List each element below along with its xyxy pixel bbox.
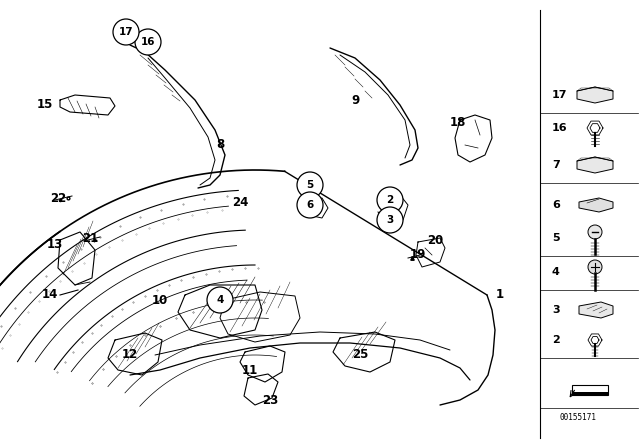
Text: 1: 1 (496, 289, 504, 302)
Text: 13: 13 (47, 238, 63, 251)
Polygon shape (579, 302, 613, 318)
Text: 10: 10 (152, 293, 168, 306)
Circle shape (377, 187, 403, 213)
Text: 21: 21 (82, 232, 98, 245)
Text: 16: 16 (141, 37, 156, 47)
Bar (572, 385, 608, 395)
Text: 15: 15 (37, 99, 53, 112)
Polygon shape (577, 87, 613, 103)
Polygon shape (579, 198, 613, 212)
Text: 23: 23 (262, 393, 278, 406)
Text: 8: 8 (216, 138, 224, 151)
Text: 19: 19 (410, 249, 426, 262)
Text: 11: 11 (242, 363, 258, 376)
Text: 17: 17 (118, 27, 133, 37)
Text: 6: 6 (552, 200, 560, 210)
Circle shape (297, 172, 323, 198)
Text: 3: 3 (387, 215, 394, 225)
Text: 18: 18 (450, 116, 466, 129)
Circle shape (207, 287, 233, 313)
Polygon shape (577, 157, 613, 173)
Text: 14: 14 (42, 289, 58, 302)
Text: 5: 5 (552, 233, 559, 243)
Text: 25: 25 (352, 349, 368, 362)
Circle shape (297, 192, 323, 218)
Text: 4: 4 (552, 267, 560, 277)
Text: 12: 12 (122, 349, 138, 362)
Text: 17: 17 (552, 90, 568, 100)
Text: 20: 20 (427, 233, 443, 246)
Text: 24: 24 (232, 195, 248, 208)
Text: 7: 7 (552, 160, 560, 170)
Circle shape (377, 207, 403, 233)
Text: 2: 2 (552, 335, 560, 345)
Text: 4: 4 (216, 295, 224, 305)
Circle shape (113, 19, 139, 45)
Text: 16: 16 (552, 123, 568, 133)
Text: 5: 5 (307, 180, 314, 190)
Text: 2: 2 (387, 195, 394, 205)
Text: 9: 9 (351, 94, 359, 107)
Circle shape (588, 225, 602, 239)
Text: 3: 3 (552, 305, 559, 315)
Text: 6: 6 (307, 200, 314, 210)
Circle shape (588, 260, 602, 274)
Text: 00155171: 00155171 (560, 414, 597, 422)
Bar (572, 392, 608, 395)
Text: 22: 22 (50, 191, 66, 204)
Circle shape (135, 29, 161, 55)
